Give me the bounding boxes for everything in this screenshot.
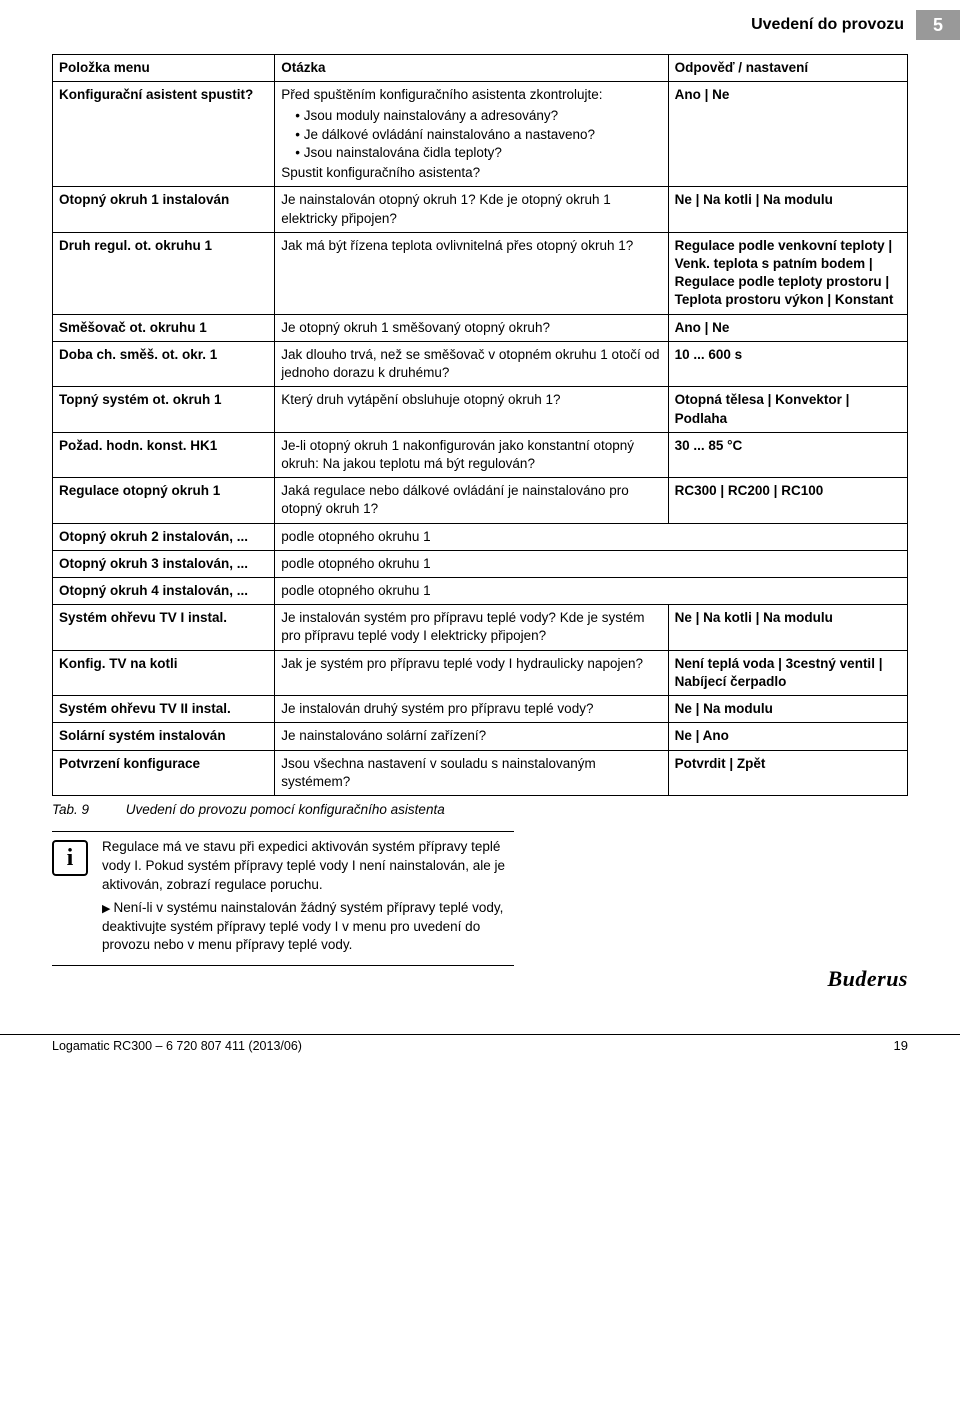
cell-answer: Ano | Ne: [668, 314, 907, 341]
cell-menu: Solární systém instalován: [53, 723, 275, 750]
th-answer: Odpověď / nastavení: [668, 55, 907, 82]
cell-question: podle otopného okruhu 1: [275, 578, 908, 605]
cell-answer: Ne | Ano: [668, 723, 907, 750]
question-bullet: Je dálkové ovládání nainstalováno a nast…: [295, 126, 661, 144]
table-row: Konfig. TV na kotliJak je systém pro pří…: [53, 650, 908, 695]
table-row: Otopný okruh 1 instalovánJe nainstalován…: [53, 187, 908, 232]
cell-question: podle otopného okruhu 1: [275, 523, 908, 550]
cell-question: podle otopného okruhu 1: [275, 550, 908, 577]
table-row: Doba ch. směš. ot. okr. 1Jak dlouho trvá…: [53, 341, 908, 386]
cell-menu: Otopný okruh 1 instalován: [53, 187, 275, 232]
cell-menu: Konfigurační asistent spustit?: [53, 82, 275, 187]
footer-page: 19: [894, 1038, 908, 1053]
cell-answer: 10 ... 600 s: [668, 341, 907, 386]
cell-question: Jaká regulace nebo dálkové ovládání je n…: [275, 478, 668, 523]
info-bullet: Není-li v systému nainstalován žádný sys…: [102, 899, 514, 956]
table-row: Otopný okruh 3 instalován, ...podle otop…: [53, 550, 908, 577]
cell-answer: Potvrdit | Zpět: [668, 750, 907, 795]
table-row: Požad. hodn. konst. HK1Je-li otopný okru…: [53, 432, 908, 477]
table-row: Směšovač ot. okruhu 1Je otopný okruh 1 s…: [53, 314, 908, 341]
table-row: Otopný okruh 2 instalován, ...podle otop…: [53, 523, 908, 550]
table-row: Systém ohřevu TV I instal.Je instalován …: [53, 605, 908, 650]
cell-question: Jak je systém pro přípravu teplé vody I …: [275, 650, 668, 695]
cell-menu: Doba ch. směš. ot. okr. 1: [53, 341, 275, 386]
section-title: Uvedení do provozu: [751, 16, 904, 34]
table-caption: Tab. 9 Uvedení do provozu pomocí konfigu…: [52, 802, 908, 817]
cell-question: Jsou všechna nastavení v souladu s nains…: [275, 750, 668, 795]
cell-answer: Otopná tělesa | Konvektor | Podlaha: [668, 387, 907, 432]
cell-question: Jak má být řízena teplota ovlivnitelná p…: [275, 232, 668, 314]
question-bullet: Jsou nainstalována čidla teploty?: [295, 144, 661, 162]
cell-question: Před spuštěním konfiguračního asistenta …: [275, 82, 668, 187]
cell-answer: RC300 | RC200 | RC100: [668, 478, 907, 523]
cell-question: Je otopný okruh 1 směšovaný otopný okruh…: [275, 314, 668, 341]
cell-menu: Topný systém ot. okruh 1: [53, 387, 275, 432]
cell-question: Je-li otopný okruh 1 nakonfigurován jako…: [275, 432, 668, 477]
info-box: i Regulace má ve stavu při expedici akti…: [52, 831, 514, 966]
cell-menu: Regulace otopný okruh 1: [53, 478, 275, 523]
cell-answer: 30 ... 85 °C: [668, 432, 907, 477]
brand-logo: Buderus: [0, 966, 960, 994]
table-row: Konfigurační asistent spustit?Před spušt…: [53, 82, 908, 187]
cell-question: Je nainstalován otopný okruh 1? Kde je o…: [275, 187, 668, 232]
cell-answer: Ano | Ne: [668, 82, 907, 187]
question-bullet: Jsou moduly nainstalovány a adresovány?: [295, 107, 661, 125]
caption-text: Uvedení do provozu pomocí konfiguračního…: [126, 802, 445, 817]
cell-answer: Není teplá voda | 3cestný ventil | Nabíj…: [668, 650, 907, 695]
cell-question: Je instalován systém pro přípravu teplé …: [275, 605, 668, 650]
cell-menu: Potvrzení konfigurace: [53, 750, 275, 795]
th-question: Otázka: [275, 55, 668, 82]
cell-menu: Systém ohřevu TV II instal.: [53, 696, 275, 723]
table-row: Otopný okruh 4 instalován, ...podle otop…: [53, 578, 908, 605]
page-badge: 5: [916, 10, 960, 40]
cell-question: Je nainstalováno solární zařízení?: [275, 723, 668, 750]
cell-menu: Požad. hodn. konst. HK1: [53, 432, 275, 477]
cell-menu: Otopný okruh 2 instalován, ...: [53, 523, 275, 550]
table-row: Regulace otopný okruh 1Jaká regulace neb…: [53, 478, 908, 523]
table-row: Druh regul. ot. okruhu 1Jak má být řízen…: [53, 232, 908, 314]
cell-menu: Konfig. TV na kotli: [53, 650, 275, 695]
cell-menu: Směšovač ot. okruhu 1: [53, 314, 275, 341]
caption-label: Tab. 9: [52, 802, 122, 817]
cell-menu: Druh regul. ot. okruhu 1: [53, 232, 275, 314]
cell-answer: Ne | Na modulu: [668, 696, 907, 723]
table-row: Topný systém ot. okruh 1Který druh vytáp…: [53, 387, 908, 432]
cell-answer: Ne | Na kotli | Na modulu: [668, 605, 907, 650]
config-table: Položka menu Otázka Odpověď / nastavení …: [52, 54, 908, 796]
cell-question: Jak dlouho trvá, než se směšovač v otopn…: [275, 341, 668, 386]
table-row: Systém ohřevu TV II instal.Je instalován…: [53, 696, 908, 723]
cell-question: Který druh vytápění obsluhuje otopný okr…: [275, 387, 668, 432]
cell-answer: Regulace podle venkovní teploty | Venk. …: [668, 232, 907, 314]
info-paragraph: Regulace má ve stavu při expedici aktivo…: [102, 838, 514, 895]
cell-menu: Otopný okruh 3 instalován, ...: [53, 550, 275, 577]
table-row: Solární systém instalovánJe nainstalován…: [53, 723, 908, 750]
th-menu: Položka menu: [53, 55, 275, 82]
cell-question: Je instalován druhý systém pro přípravu …: [275, 696, 668, 723]
cell-menu: Systém ohřevu TV I instal.: [53, 605, 275, 650]
cell-answer: Ne | Na kotli | Na modulu: [668, 187, 907, 232]
info-icon: i: [52, 840, 88, 876]
cell-menu: Otopný okruh 4 instalován, ...: [53, 578, 275, 605]
footer-left: Logamatic RC300 – 6 720 807 411 (2013/06…: [52, 1039, 302, 1053]
table-row: Potvrzení konfiguraceJsou všechna nastav…: [53, 750, 908, 795]
